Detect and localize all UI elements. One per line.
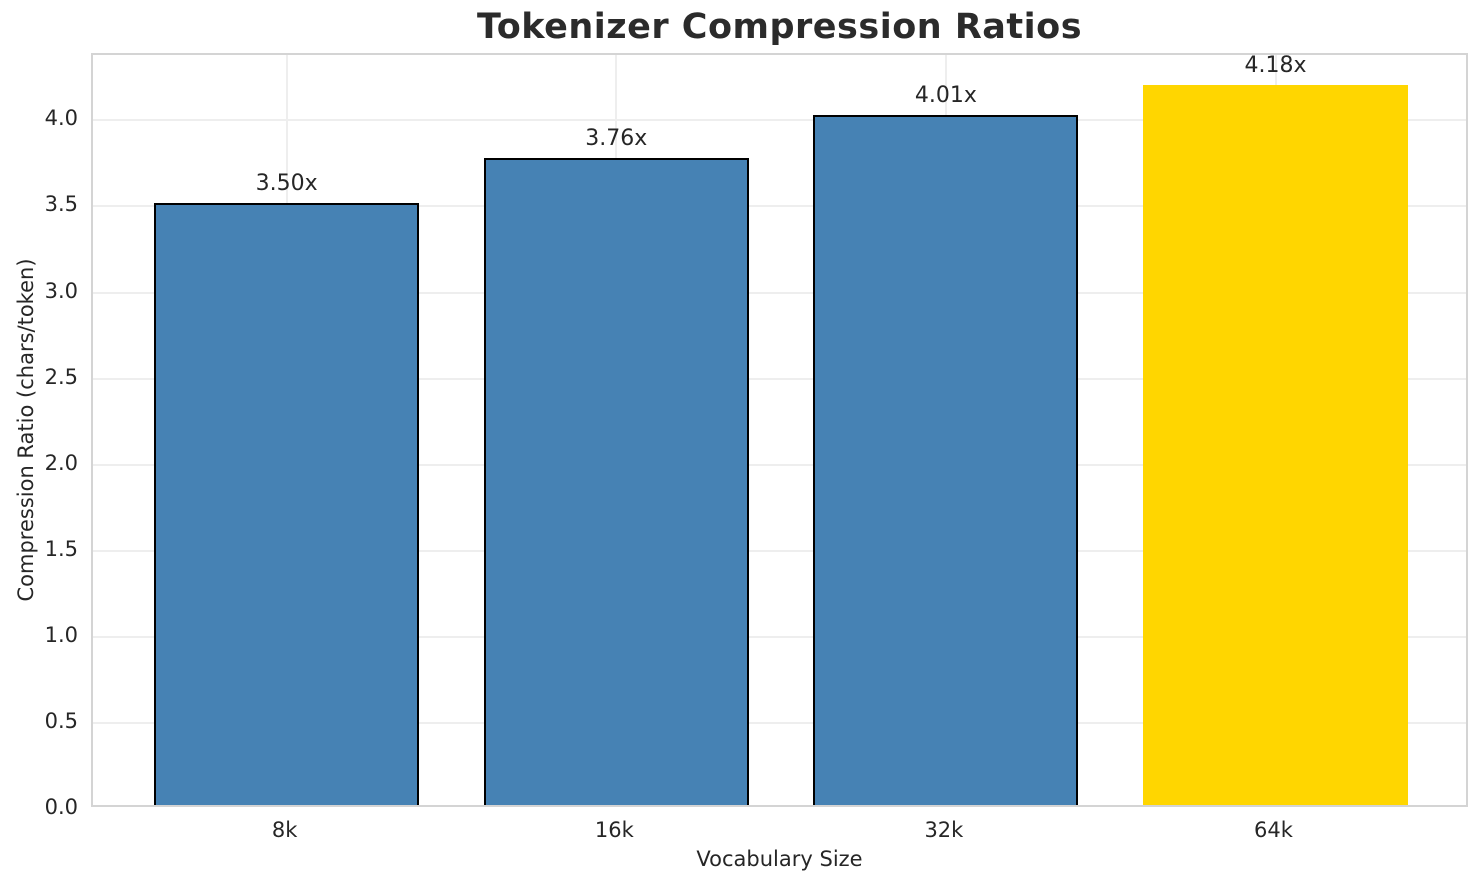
bar-value-label-64k: 4.18x <box>1244 53 1307 79</box>
horizontal-gridline <box>93 463 1466 466</box>
bar-16k <box>483 157 749 805</box>
horizontal-gridline <box>93 549 1466 552</box>
x-axis-label: Vocabulary Size <box>696 847 863 871</box>
bar-value-label-8k: 3.50x <box>255 170 318 196</box>
x-tick-label-8k: 8k <box>271 818 298 842</box>
y-tick-label-1.0: 1.0 <box>44 622 78 647</box>
horizontal-gridline <box>93 377 1466 380</box>
bar-8k <box>154 202 420 805</box>
horizontal-gridline <box>93 119 1466 122</box>
bar-64k <box>1143 85 1408 805</box>
horizontal-gridline <box>93 205 1466 208</box>
x-tick-label-32k: 32k <box>924 818 964 842</box>
y-tick-label-2.0: 2.0 <box>44 450 78 475</box>
plot-area: 3.50x 3.76x 4.01x 4.18x <box>91 53 1468 807</box>
y-tick-label-0.5: 0.5 <box>44 708 78 733</box>
chart-title: Tokenizer Compression Ratios <box>476 7 1083 47</box>
y-tick-label-3.0: 3.0 <box>44 278 78 303</box>
bar-value-label-32k: 4.01x <box>914 82 977 108</box>
x-tick-label-64k: 64k <box>1254 818 1293 842</box>
horizontal-gridline <box>93 721 1466 724</box>
y-tick-label-3.5: 3.5 <box>44 192 78 217</box>
horizontal-gridline <box>93 291 1466 294</box>
horizontal-gridline <box>93 635 1466 638</box>
bar-32k <box>813 114 1079 805</box>
y-tick-label-1.5: 1.5 <box>44 536 78 561</box>
x-tick-label-16k: 16k <box>594 818 634 842</box>
y-tick-label-2.5: 2.5 <box>44 364 78 389</box>
bar-value-label-16k: 3.76x <box>585 125 648 151</box>
y-axis-label: Compression Ratio (chars/token) <box>14 258 38 602</box>
y-tick-label-4.0: 4.0 <box>44 106 78 131</box>
y-tick-label-0.0: 0.0 <box>44 795 78 819</box>
